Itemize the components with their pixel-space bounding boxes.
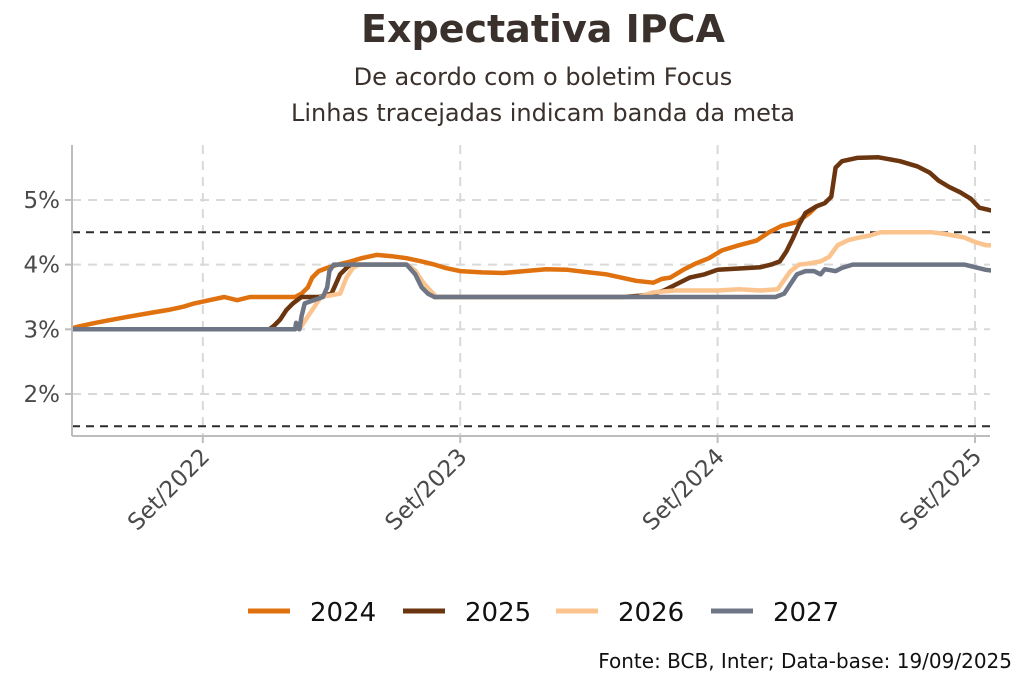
chart-subtitle-line-1: De acordo com o boletim Focus — [354, 63, 733, 91]
y-tick-label-5%: 5% — [24, 188, 61, 214]
legend-label-2026: 2026 — [618, 598, 684, 628]
series-line-2025 — [73, 155, 991, 332]
series-line-2026 — [73, 230, 991, 332]
chart-title: Expectativa IPCA — [361, 7, 725, 51]
series-line-2027 — [73, 262, 991, 332]
x-tick-label-Set/2022: Set/2022 — [123, 444, 215, 536]
y-tick-label-2%: 2% — [24, 382, 61, 408]
x-tick-label-Set/2023: Set/2023 — [380, 444, 472, 536]
plot-area: 2% 3% 4% 5% Set/2022 Set/2023 Set/2024 Set/2025 — [24, 145, 991, 536]
series-line-2024 — [73, 204, 818, 331]
chart-subtitle-line-2: Linhas tracejadas indicam banda da meta — [291, 99, 795, 127]
x-tick-label-Set/2024: Set/2024 — [638, 444, 730, 536]
y-tick-label-3%: 3% — [24, 317, 61, 343]
legend-label-2027: 2027 — [773, 598, 839, 628]
x-tick-label-Set/2025: Set/2025 — [895, 444, 987, 536]
legend-label-2024: 2024 — [310, 598, 376, 628]
legend-label-2025: 2025 — [465, 598, 531, 628]
chart-caption: Fonte: BCB, Inter; Data-base: 19/09/2025 — [598, 649, 1012, 673]
legend: 2024 2025 2026 2027 — [248, 598, 839, 628]
y-tick-label-4%: 4% — [24, 253, 61, 279]
